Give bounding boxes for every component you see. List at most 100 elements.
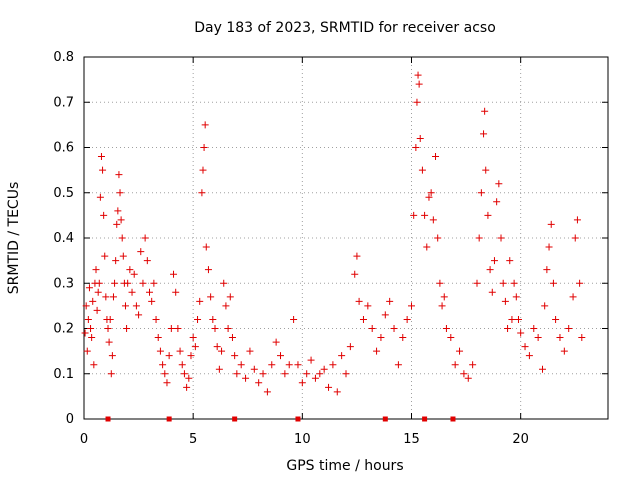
data-point [469, 361, 477, 369]
data-point [196, 297, 204, 305]
data-point [368, 325, 376, 332]
data-point [81, 329, 89, 337]
y-tick-label: 0.4 [53, 231, 74, 246]
data-point [413, 98, 421, 106]
data-point [440, 293, 448, 301]
data-point [423, 243, 431, 251]
data-point [109, 293, 117, 301]
data-point [198, 189, 206, 197]
data-point [218, 347, 226, 355]
data-point [403, 315, 411, 323]
data-point [316, 370, 324, 378]
data-point [180, 370, 188, 378]
data-point [90, 361, 98, 369]
data-point [263, 388, 271, 396]
data-point [386, 297, 394, 305]
data-point [85, 284, 93, 292]
data-point [447, 334, 455, 342]
data-point [534, 334, 542, 342]
data-point [373, 347, 381, 355]
data-point [390, 325, 398, 332]
data-point [113, 220, 121, 228]
data-point [156, 347, 164, 355]
data-point [381, 311, 389, 319]
data-point [552, 315, 560, 323]
data-point [128, 288, 136, 296]
x-axis-label: GPS time / hours [286, 458, 403, 474]
data-point [307, 356, 315, 364]
data-point [117, 216, 125, 224]
data-point [418, 166, 426, 174]
data-point [571, 234, 579, 242]
data-point [250, 365, 258, 373]
axis-marker [422, 416, 428, 422]
data-point [104, 325, 112, 332]
data-point [285, 361, 293, 369]
data-point [281, 370, 289, 378]
data-point [146, 288, 153, 296]
x-tick-label: 20 [512, 432, 529, 447]
data-point [410, 211, 418, 219]
x-tick-label: 10 [294, 432, 311, 447]
data-point [504, 325, 512, 332]
data-point [272, 338, 280, 346]
data-point [311, 374, 319, 382]
x-tick-label: 0 [80, 432, 88, 447]
data-point [320, 365, 328, 373]
data-point [521, 343, 529, 351]
y-tick-label: 0.1 [53, 367, 74, 382]
data-point [209, 315, 217, 323]
data-point [456, 347, 464, 355]
data-point [222, 302, 230, 310]
data-point [84, 315, 92, 323]
data-point [394, 361, 402, 369]
data-point [172, 288, 180, 296]
data-point [549, 279, 557, 287]
data-point [159, 361, 167, 369]
data-point [414, 71, 422, 79]
y-tick-label: 0.5 [53, 186, 74, 201]
data-point [475, 234, 483, 242]
data-point [183, 383, 191, 391]
data-point [530, 325, 538, 332]
data-point [100, 211, 108, 219]
data-point [213, 343, 221, 351]
data-point [82, 302, 90, 310]
data-point [111, 279, 119, 287]
data-point [377, 334, 385, 342]
data-point [126, 266, 134, 274]
data-point [115, 171, 123, 179]
data-point [141, 234, 149, 242]
axis-marker [232, 416, 238, 422]
data-point [150, 279, 158, 287]
data-point [353, 252, 361, 260]
data-point [194, 315, 202, 323]
data-point [303, 370, 311, 378]
data-point [106, 315, 114, 323]
axis-marker [295, 416, 301, 422]
data-point [325, 383, 333, 391]
data-point [412, 144, 420, 151]
data-point [137, 248, 145, 256]
data-point [97, 153, 105, 161]
data-point [161, 370, 169, 378]
data-point [233, 370, 241, 378]
data-point [432, 153, 440, 161]
data-point [124, 279, 132, 287]
data-point [207, 293, 215, 301]
data-point [508, 315, 516, 323]
data-point [226, 293, 234, 301]
data-point [102, 293, 110, 301]
data-point [495, 180, 503, 188]
data-point [135, 311, 143, 319]
data-point [242, 374, 250, 382]
data-point [355, 297, 363, 305]
data-point [148, 297, 156, 305]
y-tick-label: 0.8 [53, 50, 74, 65]
x-tick-label: 15 [403, 432, 420, 447]
data-point [83, 347, 91, 355]
data-point [543, 266, 551, 274]
data-point [539, 365, 546, 373]
data-point [576, 279, 584, 287]
data-point [112, 257, 120, 265]
